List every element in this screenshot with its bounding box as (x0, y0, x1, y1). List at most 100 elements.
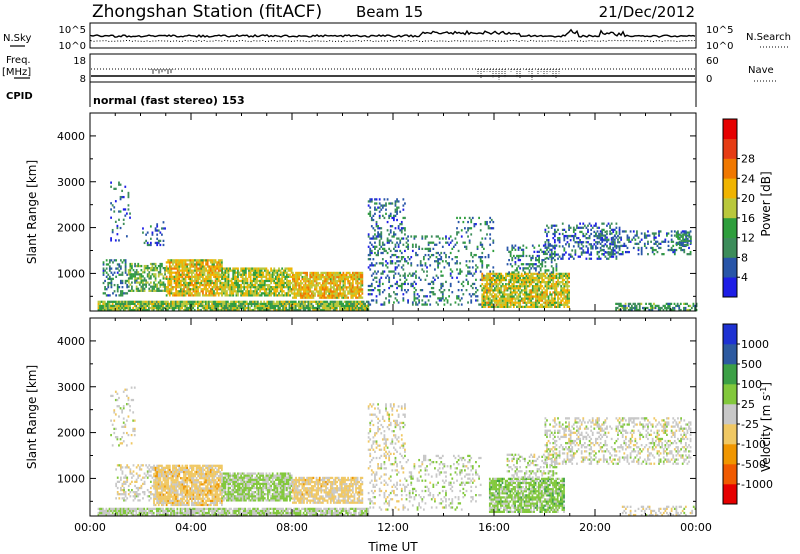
power-data-cell (271, 275, 274, 278)
power-data-cell (148, 243, 151, 247)
power-data-cell (164, 227, 166, 230)
power-data-cell (244, 308, 247, 312)
power-data-cell (542, 272, 545, 275)
power-data-cell (565, 234, 567, 238)
power-data-cell (181, 283, 184, 287)
power-data-cell (374, 202, 376, 205)
power-data-cell (181, 273, 184, 276)
power-data-cell (544, 230, 547, 234)
power-data-cell (342, 273, 345, 277)
power-data-cell (257, 271, 260, 274)
power-data-cell (448, 237, 451, 240)
power-data-cell (359, 296, 362, 299)
power-data-cell (438, 237, 441, 240)
power-data-cell (355, 282, 357, 285)
power-data-cell (523, 280, 526, 284)
power-data-cell (186, 286, 189, 289)
power-data-cell (165, 265, 168, 268)
power-data-cell (183, 277, 185, 281)
power-data-cell (185, 302, 188, 306)
power-data-cell (405, 241, 408, 244)
power-data-cell (317, 284, 320, 287)
power-data-cell (148, 304, 150, 308)
power-data-cell (531, 244, 534, 247)
power-data-cell (108, 308, 111, 312)
power-data-cell (233, 283, 236, 287)
power-data-cell (544, 246, 547, 249)
power-data-cell (626, 238, 629, 241)
power-data-cell (189, 275, 192, 278)
power-data-cell (527, 293, 529, 296)
power-data-cell (601, 238, 604, 241)
power-data-cell (686, 253, 689, 256)
power-data-cell (205, 263, 207, 266)
power-data-cell (148, 271, 151, 274)
power-data-cell (601, 228, 604, 231)
power-data-cell (345, 288, 348, 291)
power-data-cell (224, 286, 227, 289)
power-data-cell (464, 227, 466, 230)
power-data-cell (124, 281, 127, 285)
power-data-cell (119, 259, 122, 262)
power-data-cell (148, 267, 151, 270)
power-data-cell (257, 294, 260, 297)
power-data-cell (482, 286, 485, 290)
power-data-cell (263, 275, 266, 278)
power-data-cell (200, 283, 203, 287)
power-data-cell (356, 284, 359, 287)
power-data-cell (326, 302, 329, 306)
power-data-cell (340, 275, 343, 279)
power-data-cell (195, 283, 198, 287)
power-data-cell (394, 249, 397, 253)
power-data-cell (399, 210, 402, 213)
power-data-cell (519, 301, 522, 304)
power-data-cell (479, 258, 482, 261)
power-data-cell (116, 290, 119, 293)
power-data-cell (533, 305, 536, 308)
power-data-cell (640, 246, 643, 250)
power-data-cell (471, 282, 474, 286)
power-data-cell (568, 274, 570, 278)
power-data-cell (497, 276, 499, 280)
power-data-cell (415, 303, 417, 306)
power-data-cell (167, 286, 170, 289)
power-data-cell (235, 279, 238, 283)
power-data-cell (326, 280, 329, 283)
power-data-cell (192, 263, 195, 266)
power-data-cell (138, 281, 141, 284)
power-data-cell (235, 277, 238, 281)
power-data-cell (215, 304, 218, 308)
power-data-cell (590, 251, 593, 254)
power-data-cell (587, 236, 589, 240)
power-data-cell (203, 294, 206, 297)
power-data-cell (299, 302, 302, 306)
power-data-cell (247, 302, 250, 306)
power-data-cell (565, 295, 567, 298)
power-data-cell (198, 283, 201, 287)
power-data-cell (176, 281, 179, 285)
power-data-cell (194, 292, 196, 295)
power-data-cell (159, 231, 162, 234)
power-data-cell (355, 290, 357, 293)
power-data-cell (372, 264, 375, 267)
power-data-cell (315, 306, 318, 310)
power-data-cell (268, 300, 270, 303)
power-data-cell (304, 280, 307, 283)
power-data-cell (268, 304, 270, 308)
power-data-cell (396, 293, 398, 296)
power-data-cell (221, 275, 224, 278)
power-data-cell (310, 284, 313, 287)
power-data-cell (489, 301, 492, 304)
power-data-cell (243, 277, 246, 281)
power-data-cell (375, 272, 378, 275)
power-data-cell (553, 247, 556, 250)
power-data-cell (312, 304, 314, 308)
power-data-cell (517, 297, 520, 300)
power-data-cell (202, 267, 204, 270)
power-data-cell (113, 206, 116, 209)
power-data-cell (456, 241, 458, 244)
power-data-cell (481, 245, 484, 248)
power-data-cell (588, 234, 591, 238)
power-data-cell (558, 276, 561, 280)
power-data-cell (536, 276, 539, 280)
